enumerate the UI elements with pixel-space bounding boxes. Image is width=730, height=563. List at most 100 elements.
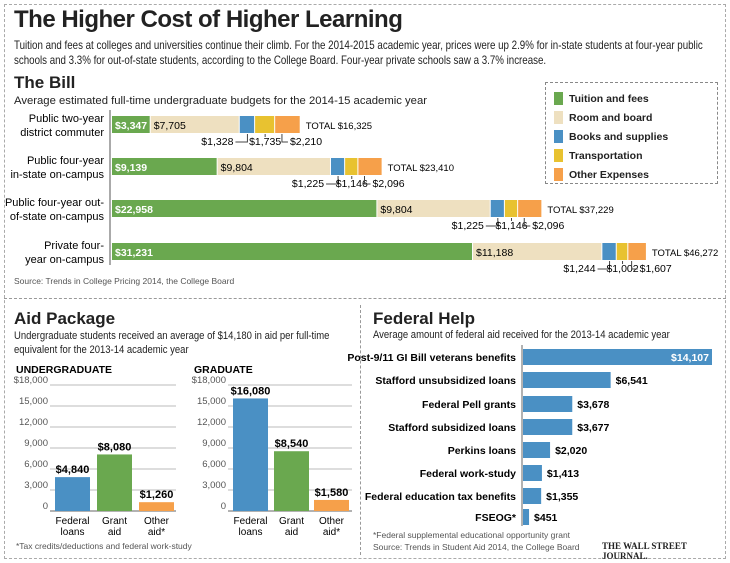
x-tick-label: aid* — [323, 527, 340, 538]
bill-heading: The Bill — [14, 73, 76, 92]
x-tick-label: loans — [61, 527, 85, 538]
bar-segment — [239, 116, 255, 133]
category-label: in-state on-campus — [10, 169, 104, 181]
bar-segment — [358, 158, 382, 175]
bar-segment — [150, 116, 239, 133]
category-label: Stafford subsidized loans — [388, 422, 516, 434]
legend-label: Other Expenses — [569, 168, 649, 181]
data-label: $31,231 — [115, 247, 153, 259]
data-label: $4,840 — [56, 464, 90, 476]
y-tick-label: 12,000 — [19, 417, 48, 428]
bar-segment — [330, 158, 345, 175]
x-tick-label: Grant — [279, 516, 304, 527]
y-tick-label: 6,000 — [202, 459, 226, 470]
total-label: TOTAL $23,410 — [388, 163, 454, 174]
bar-segment — [217, 158, 330, 175]
data-label: $3,678 — [577, 399, 609, 411]
data-label: $3,347 — [115, 120, 147, 132]
data-label: $2,210 — [290, 136, 322, 148]
category-label: Public two-year — [29, 113, 105, 125]
bar-segment — [255, 116, 275, 133]
category-label: Stafford unsubsidized loans — [375, 375, 516, 387]
data-label: $1,002 — [606, 263, 638, 275]
bar-segment — [275, 116, 300, 133]
data-label: $1,607 — [640, 263, 672, 275]
x-tick-label: Grant — [102, 516, 127, 527]
x-tick-label: Other — [144, 516, 170, 527]
bar-segment — [602, 243, 616, 260]
y-tick-label: $18,000 — [14, 375, 48, 386]
federal-source: Source: Trends in Student Aid 2014, the … — [373, 542, 580, 552]
category-label: district commuter — [20, 127, 104, 139]
federal-footnote: *Federal supplemental educational opport… — [373, 530, 571, 540]
data-label: $8,540 — [275, 438, 309, 450]
federal-subtitle: Average amount of federal aid received f… — [373, 329, 670, 341]
y-tick-label: 6,000 — [24, 459, 48, 470]
category-label: Federal Pell grants — [422, 399, 516, 411]
leader-line — [485, 218, 499, 227]
aid-heading: Aid Package — [14, 309, 116, 328]
bar-segment — [345, 158, 358, 175]
y-tick-label: 9,000 — [24, 438, 48, 449]
data-label: $1,146 — [495, 220, 527, 232]
category-label: year on-campus — [25, 254, 104, 266]
data-label: $451 — [534, 512, 558, 524]
divider — [4, 298, 726, 299]
legend-item: Tuition and fees — [554, 89, 709, 108]
leader-line — [281, 134, 288, 143]
category-label: Federal education tax benefits — [365, 491, 516, 503]
bar-segment — [112, 243, 473, 260]
data-label: $1,735 — [249, 136, 281, 148]
bar-segment — [518, 200, 542, 217]
y-tick-label: 15,000 — [19, 396, 48, 407]
total-label: TOTAL $37,229 — [547, 205, 613, 216]
leader-line — [597, 261, 611, 270]
data-label: $9,804 — [221, 162, 253, 174]
x-tick-label: aid* — [148, 527, 165, 538]
bar-segment — [112, 158, 217, 175]
data-label: $1,225 — [452, 220, 484, 232]
legend-item: Room and board — [554, 108, 709, 127]
category-label: Post-9/11 GI Bill veterans benefits — [347, 352, 516, 364]
bar — [523, 349, 712, 365]
swatch-icon — [554, 168, 563, 181]
bar — [97, 454, 132, 511]
x-tick-label: loans — [239, 527, 263, 538]
data-label: $2,096 — [532, 220, 564, 232]
legend-item: Other Expenses — [554, 165, 709, 184]
data-label: $8,080 — [98, 441, 132, 453]
y-tick-label: 0 — [221, 501, 226, 512]
bar-segment — [504, 200, 518, 217]
data-label: $9,804 — [380, 204, 412, 216]
bar — [523, 509, 530, 525]
legend-item: Books and supplies — [554, 127, 709, 146]
x-tick-label: Federal — [234, 516, 268, 527]
data-label: $6,541 — [616, 375, 648, 387]
data-label: $1,328 — [201, 136, 233, 148]
y-tick-label: 12,000 — [197, 417, 226, 428]
data-label: $16,080 — [231, 385, 271, 397]
category-label: FSEOG* — [475, 512, 517, 524]
legend-label: Room and board — [569, 111, 653, 124]
y-tick-label: $18,000 — [192, 375, 226, 386]
data-label: $1,260 — [140, 489, 174, 501]
category-label: Private four- — [44, 240, 104, 252]
x-tick-label: Federal — [56, 516, 90, 527]
swatch-icon — [554, 149, 563, 162]
bar — [139, 502, 174, 511]
bar — [523, 419, 573, 435]
leader-line — [523, 218, 531, 227]
bill-legend: Tuition and fees Room and board Books an… — [545, 82, 718, 184]
bar — [523, 396, 573, 412]
data-label: $1,146 — [336, 178, 368, 190]
bar — [55, 477, 90, 511]
y-tick-label: 15,000 — [197, 396, 226, 407]
aid-subtitle: Undergraduate students received an avera… — [14, 330, 330, 356]
x-tick-label: Other — [319, 516, 345, 527]
y-tick-label: 3,000 — [24, 480, 48, 491]
data-label: $1,413 — [547, 468, 579, 480]
bar-segment — [628, 243, 646, 260]
bar — [523, 465, 542, 481]
category-label: of-state on-campus — [10, 211, 105, 223]
bar-segment — [616, 243, 628, 260]
